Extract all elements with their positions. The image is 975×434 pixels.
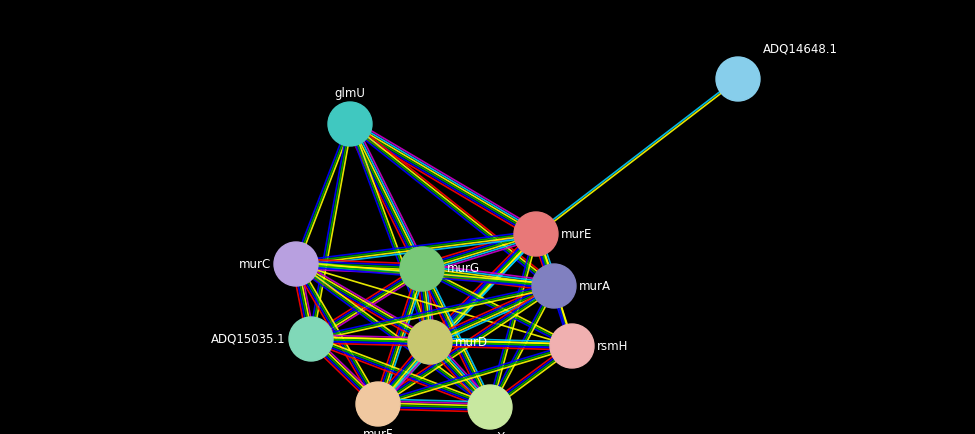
Circle shape	[716, 57, 760, 101]
Text: murC: murC	[239, 257, 271, 270]
Text: ADQ15035.1: ADQ15035.1	[212, 332, 286, 345]
Text: ADQ14648.1: ADQ14648.1	[763, 42, 838, 55]
Circle shape	[468, 385, 512, 429]
Circle shape	[532, 264, 576, 308]
Circle shape	[328, 102, 372, 146]
Circle shape	[289, 317, 333, 361]
Circle shape	[408, 320, 452, 364]
Text: rsmH: rsmH	[597, 339, 628, 352]
Circle shape	[356, 382, 400, 426]
Circle shape	[400, 247, 444, 291]
Text: murG: murG	[447, 263, 480, 276]
Text: mraY: mraY	[475, 431, 505, 434]
Circle shape	[550, 324, 594, 368]
Text: murD: murD	[455, 335, 488, 349]
Text: murA: murA	[579, 279, 611, 293]
Circle shape	[514, 212, 558, 256]
Text: murF: murF	[363, 428, 393, 434]
Text: glmU: glmU	[334, 87, 366, 100]
Text: murE: murE	[561, 227, 593, 240]
Circle shape	[274, 242, 318, 286]
